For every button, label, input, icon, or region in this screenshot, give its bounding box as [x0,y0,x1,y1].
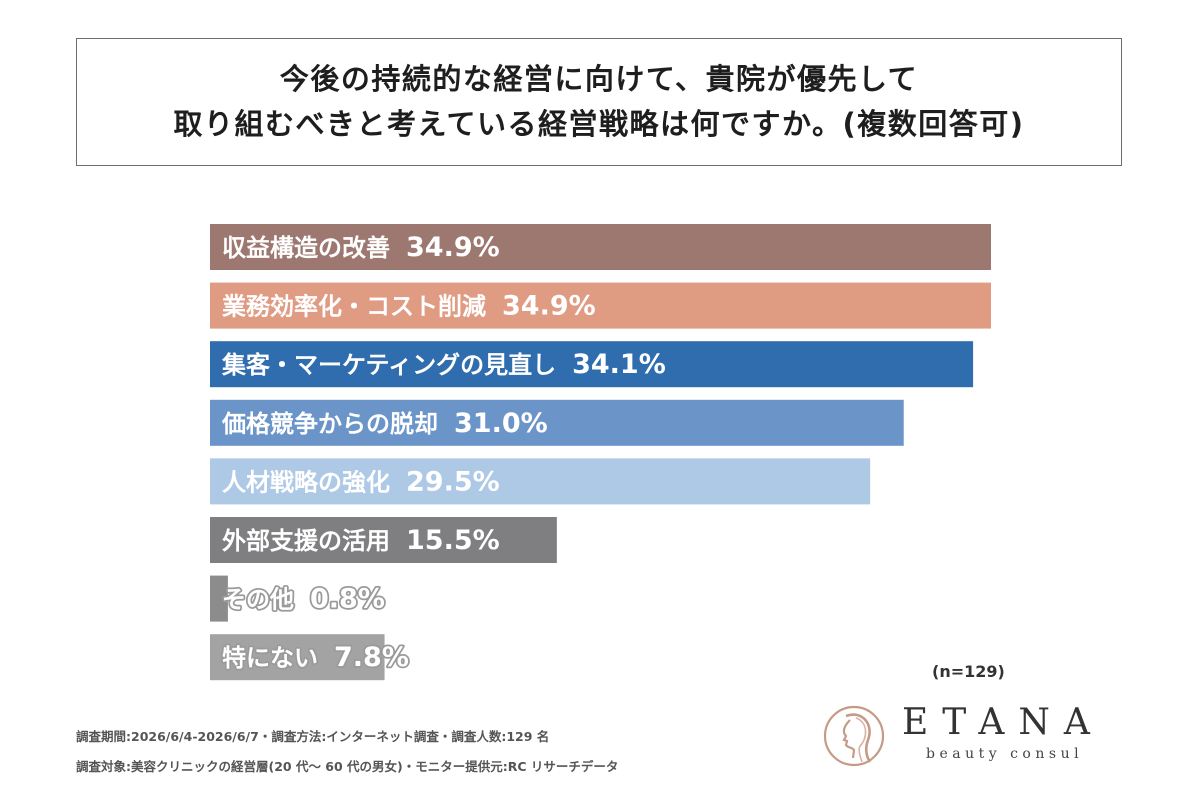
logo-subtitle: beauty consul [926,746,1084,762]
bar-value-5: 15.5% [406,525,500,556]
bar-category-6: その他 [222,586,294,614]
bar-category-7: 特にない [222,644,318,672]
bar-category-1: 業務効率化・コスト削減 [222,293,486,321]
bar-4 [210,458,871,505]
bar-0 [210,224,991,270]
bar-value-4: 29.5% [406,466,500,497]
bar-category-3: 価格競争からの脱却 [221,410,438,438]
title-box: 今後の持続的な経営に向けて、貴院が優先して 取り組むべきと考えている経営戦略は何… [76,38,1122,166]
survey-footer: 調査期間:2026/6/4-2026/6/7・調査方法:インターネット調査・調査… [76,722,618,782]
bar-label-6: その他 0.8% [222,584,385,615]
bar-category-2: 集客・マーケティングの見直し [221,351,556,379]
chart-title-line-1: 今後の持続的な経営に向けて、貴院が優先して [279,62,919,96]
bar-7 [210,634,385,681]
bar-category-0: 収益構造の改善 [222,234,390,262]
bar-6 [210,575,228,622]
bar-3 [210,399,904,446]
bar-2 [210,341,974,388]
logo-name: ETANA [902,702,1104,743]
survey-period-line: 調査期間:2026/6/4-2026/6/7・調査方法:インターネット調査・調査… [76,729,550,744]
bar-value-0: 34.9% [406,232,500,263]
bar-label-3: 価格競争からの脱却 31.0% [221,408,548,439]
bar-label-4: 人材戦略の強化 29.5% [222,466,500,497]
bar-value-1: 34.9% [502,291,596,322]
bar-label-7: 特にない 7.8% [222,642,409,673]
bar-1 [210,282,991,329]
bar-value-6: 0.8% [310,584,385,615]
bar-label-2: 集客・マーケティングの見直し 34.1% [221,349,666,380]
survey-target-line: 調査対象:美容クリニックの経営層(20 代〜 60 代の男女)・モニター提供元:… [76,759,619,774]
chart-title-line-2: 取り組むべきと考えている経営戦略は何ですか。(複数回答可) [173,107,1025,141]
bar-value-3: 31.0% [454,408,548,439]
bar-category-4: 人材戦略の強化 [222,468,390,496]
bar-category-5: 外部支援の活用 [222,527,390,555]
bar-5 [210,517,557,563]
woman-profile-icon [823,705,885,767]
sample-size-note: (n=129) [932,662,1005,681]
bar-value-2: 34.1% [572,349,666,380]
bar-value-7: 7.8% [334,642,409,673]
bar-label-5: 外部支援の活用 15.5% [222,525,500,556]
bar-label-1: 業務効率化・コスト削減 34.9% [222,291,596,322]
bar-label-0: 収益構造の改善 34.9% [222,232,500,263]
etana-logo: ETANA beauty consul [822,700,1132,780]
